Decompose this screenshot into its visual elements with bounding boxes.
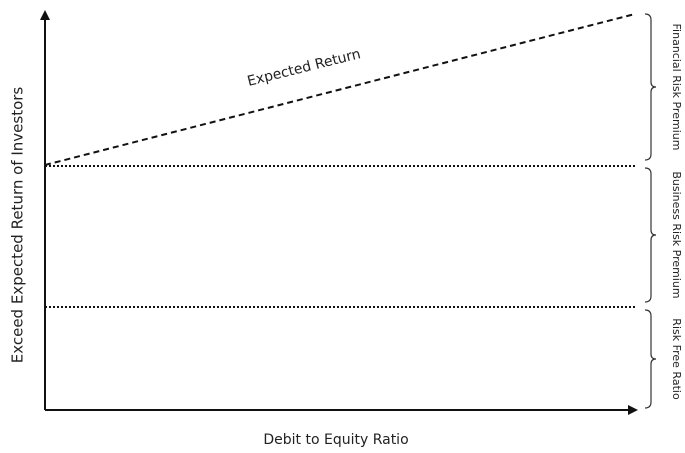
bracket-label: Financial Risk Premium xyxy=(670,24,683,151)
brace xyxy=(644,13,657,161)
y-axis-label: Exceed Expected Return of Investors xyxy=(9,87,27,364)
expected-return-line xyxy=(44,13,636,166)
brace xyxy=(644,309,657,409)
brace xyxy=(644,167,657,303)
line-label: Expected Return xyxy=(246,46,363,90)
brackets: Financial Risk Premium Business Risk Prem… xyxy=(644,13,683,409)
bracket-label: Risk Free Ratio xyxy=(670,318,683,400)
x-axis-label: Debit to Equity Ratio xyxy=(263,432,408,448)
bracket-label: Business Risk Premium xyxy=(670,171,683,298)
